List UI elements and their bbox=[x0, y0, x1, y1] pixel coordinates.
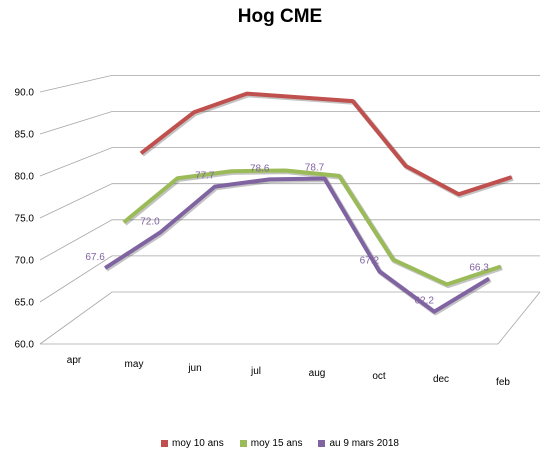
data-label: 67.6 bbox=[85, 252, 105, 263]
data-labels: 67.6 72.0 77.7 78.6 78.7 67.2 62.2 66.3 bbox=[85, 163, 489, 307]
legend-swatch bbox=[161, 439, 169, 447]
legend-item: au 9 mars 2018 bbox=[318, 438, 399, 449]
x-axis-ticks: apr may jun jul aug oct dec feb bbox=[67, 355, 511, 388]
data-label: 78.6 bbox=[250, 163, 270, 174]
series-lines bbox=[104, 91, 514, 316]
y-tick-label: 90.0 bbox=[15, 88, 35, 99]
x-tick-label: aug bbox=[309, 368, 326, 379]
y-tick-label: 85.0 bbox=[15, 130, 35, 141]
data-label: 62.2 bbox=[414, 296, 434, 307]
legend-item: moy 10 ans bbox=[161, 438, 224, 449]
legend-label: au 9 mars 2018 bbox=[329, 438, 399, 449]
legend-item: moy 15 ans bbox=[239, 438, 303, 449]
chart-title: Hog CME bbox=[237, 6, 323, 27]
x-tick-label: feb bbox=[496, 377, 510, 388]
series-line-au-9-mars-2018 bbox=[104, 176, 491, 314]
data-label: 72.0 bbox=[140, 217, 160, 228]
data-label: 67.2 bbox=[360, 255, 380, 266]
grid-line bbox=[39, 75, 540, 93]
y-axis-ticks: 60.0 65.0 70.0 75.0 80.0 85.0 90.0 bbox=[15, 88, 35, 351]
y-tick-label: 65.0 bbox=[15, 298, 35, 309]
x-tick-label: may bbox=[125, 359, 144, 370]
series-line-au-9-mars-2018-shadow bbox=[104, 177, 492, 316]
grid-line bbox=[39, 219, 540, 261]
y-tick-label: 80.0 bbox=[15, 172, 35, 183]
x-tick-label: apr bbox=[67, 355, 82, 366]
legend-label: moy 15 ans bbox=[250, 438, 303, 449]
data-label: 78.7 bbox=[305, 163, 325, 174]
x-tick-label: jun bbox=[187, 363, 201, 374]
legend-swatch bbox=[239, 439, 247, 447]
data-label: 77.7 bbox=[195, 171, 215, 182]
grid-line bbox=[39, 291, 540, 345]
y-tick-label: 60.0 bbox=[15, 340, 35, 351]
series-line-moy-10-ans bbox=[139, 91, 513, 197]
floor-right-edge bbox=[497, 291, 541, 345]
y-tick-label: 70.0 bbox=[15, 256, 35, 267]
x-tick-label: dec bbox=[433, 374, 449, 385]
x-tick-label: jul bbox=[250, 366, 261, 377]
data-label: 66.3 bbox=[469, 263, 489, 274]
x-tick-label: oct bbox=[372, 371, 386, 382]
grid-line bbox=[39, 255, 540, 303]
legend-label: moy 10 ans bbox=[172, 438, 224, 449]
grid-lines bbox=[39, 75, 541, 345]
y-tick-label: 75.0 bbox=[15, 214, 35, 225]
legend: moy 10 ans moy 15 ans au 9 mars 2018 bbox=[0, 438, 560, 449]
grid-line bbox=[39, 183, 540, 219]
grid-line bbox=[39, 147, 540, 177]
grid-line bbox=[39, 111, 540, 135]
legend-swatch bbox=[318, 439, 326, 447]
series-line-moy-15-ans bbox=[122, 168, 502, 287]
